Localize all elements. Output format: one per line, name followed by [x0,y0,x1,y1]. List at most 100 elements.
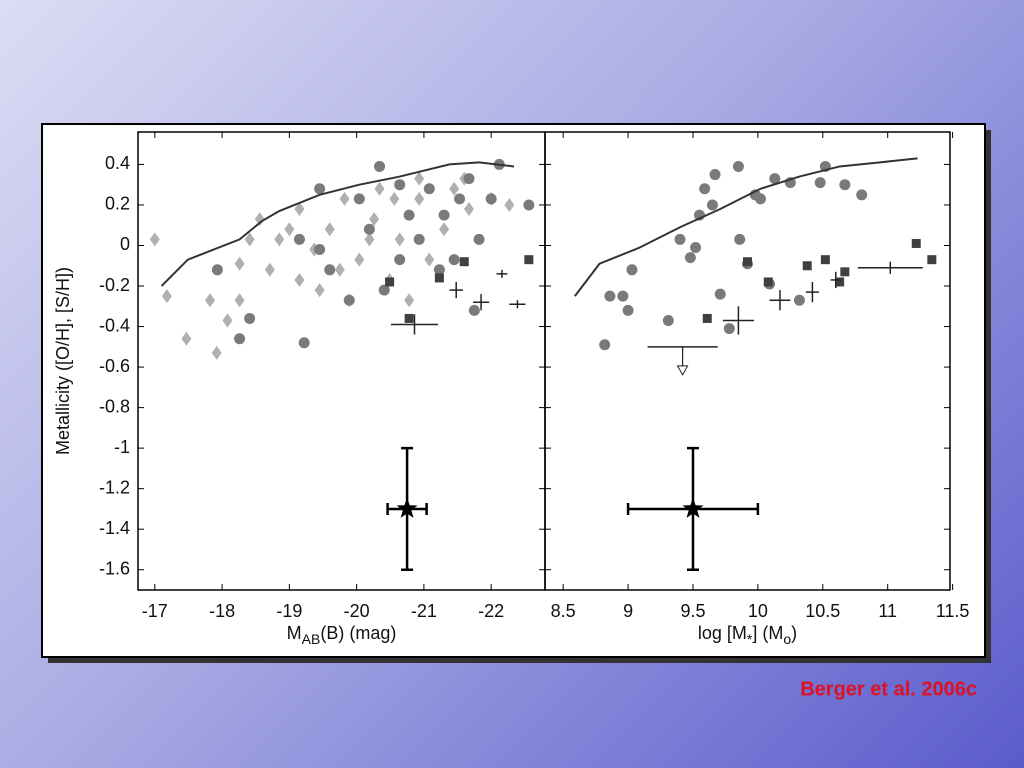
square-point [434,273,444,283]
square-point [835,277,845,287]
x-tick-label: 9.5 [680,601,705,621]
square-point [524,255,534,265]
diamond-point [424,252,435,267]
limit-arrow [676,365,689,376]
circle-point [709,169,721,181]
circle-point [523,199,535,211]
circle-point [839,179,851,191]
x-tick-label: -20 [344,601,370,621]
circle-point [662,314,674,326]
diamond-point [294,202,305,217]
circle-point [690,242,702,254]
square-point [702,313,712,323]
diamond-point [222,313,233,328]
x-tick-label: -18 [209,601,235,621]
x-tick-label: -21 [411,601,437,621]
square-point [404,313,414,323]
x-axis-label-part: M [287,623,302,643]
x-axis-label-part: ] (M [752,623,783,643]
y-tick-label: -0.6 [99,356,130,376]
circle-point [298,337,310,349]
circle-point [473,233,485,245]
diamond-point [463,202,474,217]
diamond-point [284,222,295,237]
circle-point [448,254,460,266]
circle-point [244,312,256,324]
y-tick-label: -0.8 [99,396,130,416]
circle-point [626,264,638,276]
circle-point [234,333,246,345]
circle-point [706,199,718,211]
diamond-point [181,331,192,346]
y-tick-label: 0.4 [105,153,130,173]
x-axis-label-part: ) [791,623,797,643]
square-point [459,257,469,267]
diamond-point [414,171,425,186]
circle-point [413,233,425,245]
circle-point [723,323,735,335]
diamond-point [334,262,345,277]
citation: Berger et al. 2006c [800,678,977,700]
circle-point [699,183,711,195]
x-tick-label: 11.5 [936,601,970,621]
circle-point [793,294,805,306]
circle-point [674,233,686,245]
x-axis-label-part: AB [302,631,321,647]
circle-point [769,173,781,185]
diamond-point [254,212,265,227]
diamond-point [161,289,172,304]
circle-point [463,173,475,185]
diamond-point [244,232,255,247]
diamond-point [394,232,405,247]
circle-point [732,160,744,172]
line-series [574,157,918,297]
circle-point [617,290,629,302]
diamond-point [294,272,305,287]
circle-point [856,189,868,201]
y-tick-label: -1.2 [99,477,130,497]
plot-frame [544,131,951,591]
x-tick-label: 11 [878,601,897,621]
square-point [763,277,773,287]
x-axis-label: MAB(B) (mag) [287,623,397,647]
circle-point [438,209,450,221]
diamond-point [404,293,415,308]
diamond-point [369,212,380,227]
circle-point [394,254,406,266]
circle-point [314,244,326,256]
x-axis-label-part: (B) (mag) [320,623,396,643]
y-tick-label: 0 [120,234,130,254]
circle-point [604,290,616,302]
y-tick-label: -1.6 [99,558,130,578]
diamond-point [449,181,460,196]
circle-point [468,304,480,316]
circle-point [324,264,336,276]
square-point [911,238,921,248]
star-caps [626,446,760,571]
square-point [820,255,830,265]
circle-point [314,183,326,195]
line-series [160,161,515,287]
diamond-point [389,191,400,206]
y-tick-label: 0.2 [105,194,130,214]
diamond-point [324,222,335,237]
star-point [682,497,704,518]
circle-point [814,177,826,189]
figure-panel [41,123,986,658]
circle-point [293,233,305,245]
x-tick-label: 8.5 [551,601,576,621]
circle-point [343,294,355,306]
square-point [840,267,850,277]
diamond-point [264,262,275,277]
x-tick-label: -17 [142,601,168,621]
x-tick-label: 9 [623,601,633,621]
diamond-point [234,256,245,271]
diamond-point [149,232,160,247]
square-point [743,257,752,267]
circle-point [485,193,497,205]
x-tick-label: -22 [478,601,504,621]
circle-point [394,179,406,191]
circle-point [454,193,466,205]
star-point [396,497,418,518]
